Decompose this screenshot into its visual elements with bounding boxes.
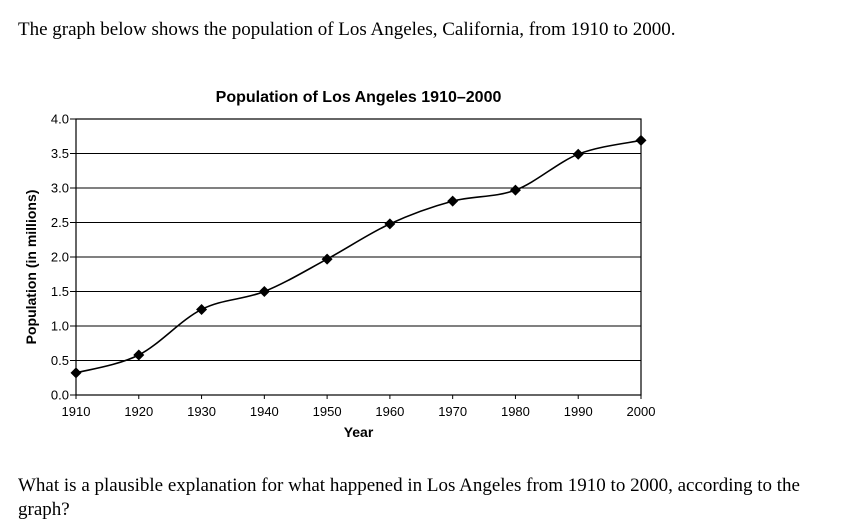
x-axis-ticks: 1910 1920 1930 1940 1950 1960 1970 1980 1990 2000 — [62, 395, 656, 419]
data-point-1960 — [384, 218, 396, 230]
y-tick-label: 2.5 — [51, 215, 69, 230]
y-axis-ticks: 0.0 0.5 1.0 1.5 2.0 2.5 3.0 3.5 4.0 — [51, 112, 76, 403]
x-tick-label: 1980 — [501, 404, 530, 419]
y-tick-label: 0.0 — [51, 388, 69, 403]
y-tick-label: 1.0 — [51, 319, 69, 334]
x-tick-label: 1950 — [313, 404, 342, 419]
chart-title: Population of Los Angeles 1910–2000 — [216, 89, 502, 106]
data-points — [70, 134, 647, 379]
x-tick-label: 1970 — [438, 404, 467, 419]
data-point-1990 — [572, 148, 584, 160]
y-axis-label: Population (in millions) — [23, 190, 39, 345]
x-tick-label: 1940 — [250, 404, 279, 419]
data-point-1950 — [321, 253, 333, 265]
data-point-1910 — [70, 367, 82, 379]
x-tick-label: 1960 — [375, 404, 404, 419]
x-tick-label: 2000 — [627, 404, 656, 419]
y-tick-label: 1.5 — [51, 284, 69, 299]
data-point-1970 — [447, 195, 459, 207]
y-tick-label: 3.0 — [51, 181, 69, 196]
data-point-2000 — [635, 134, 647, 146]
data-point-1920 — [133, 349, 145, 361]
grid-lines — [76, 118, 641, 396]
y-tick-label: 2.0 — [51, 250, 69, 265]
y-tick-label: 0.5 — [51, 353, 69, 368]
intro-text: The graph below shows the population of … — [18, 19, 676, 40]
question-text: What is a plausible explanation for what… — [18, 475, 800, 520]
y-tick-label: 4.0 — [51, 112, 69, 127]
population-chart: Population of Los Angeles 1910–2000 0.00… — [23, 89, 656, 440]
x-tick-label: 1910 — [62, 404, 91, 419]
x-axis-label: Year — [344, 424, 374, 440]
y-tick-label: 3.5 — [51, 146, 69, 161]
x-tick-label: 1930 — [187, 404, 216, 419]
x-tick-label: 1920 — [124, 404, 153, 419]
data-point-1940 — [258, 286, 270, 297]
population-line — [75, 139, 642, 374]
x-tick-label: 1990 — [564, 404, 593, 419]
data-point-1980 — [509, 184, 521, 196]
data-point-1930 — [196, 303, 208, 315]
